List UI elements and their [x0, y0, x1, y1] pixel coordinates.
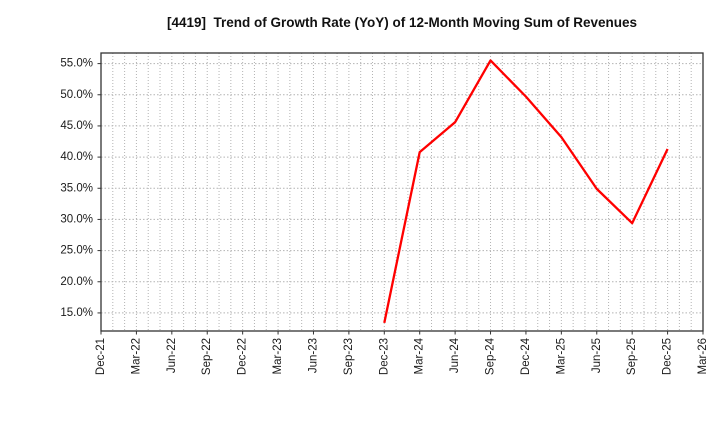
x-tick-label: Dec-22 [237, 338, 249, 375]
plot-border [100, 52, 704, 332]
y-tick-label: 40.0% [60, 151, 93, 163]
y-tick-label: 30.0% [60, 213, 93, 225]
x-tick-label: Mar-24 [414, 337, 426, 374]
x-tick-label: Dec-24 [520, 337, 532, 375]
x-tick-label: Dec-23 [378, 338, 390, 375]
x-tick-label: Jun-23 [307, 338, 319, 373]
x-tick-label: Sep-24 [485, 337, 497, 375]
x-tick-label: Sep-23 [343, 338, 355, 375]
y-tick-label: 20.0% [60, 276, 93, 288]
y-tick-label: 35.0% [60, 182, 93, 194]
x-tick-label: Jun-25 [591, 338, 603, 373]
y-tick-label: 25.0% [60, 245, 93, 257]
x-tick-label: Jun-22 [166, 338, 178, 373]
x-tick-label: Mar-23 [272, 338, 284, 374]
chart-title: [4419] Trend of Growth Rate (YoY) of 12-… [166, 15, 638, 30]
x-tick-label: Jun-24 [449, 337, 461, 373]
x-tick-label: Dec-21 [95, 338, 107, 375]
x-tick-label: Mar-25 [555, 338, 567, 374]
series-line-growth-rate [383, 59, 669, 324]
y-tick-label: 45.0% [60, 120, 93, 132]
y-tick-label: 55.0% [60, 58, 93, 70]
y-tick-label: 50.0% [60, 89, 93, 101]
y-tick-label: 15.0% [60, 307, 93, 319]
x-tick-label: Sep-22 [201, 338, 213, 375]
x-tick-label: Mar-22 [130, 338, 142, 374]
x-tick-label: Sep-25 [626, 338, 638, 375]
x-tick-label: Mar-26 [697, 338, 709, 374]
x-tick-label: Dec-25 [662, 338, 674, 375]
